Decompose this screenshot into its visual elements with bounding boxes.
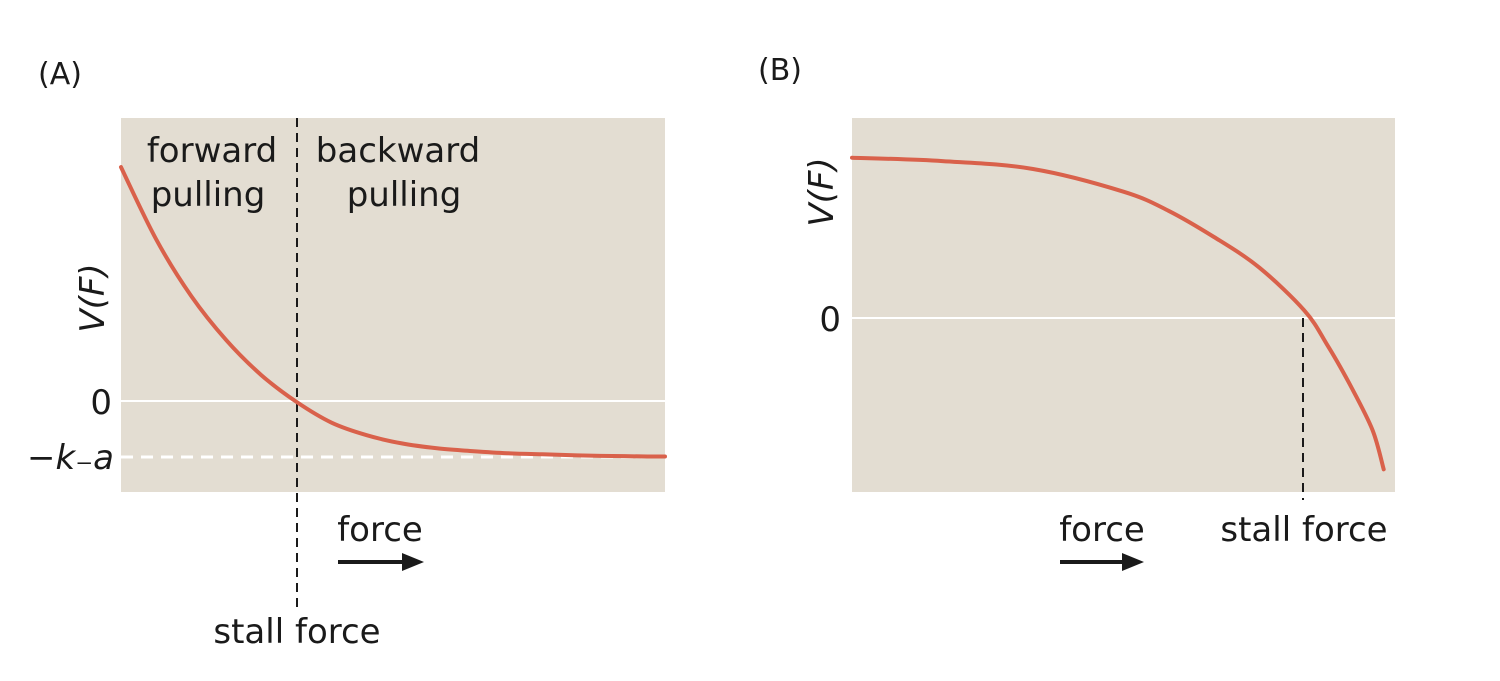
panel-b-stall-force-label: stall force (1220, 510, 1387, 550)
panel-a-plot-area (121, 118, 665, 492)
panel-a-label: (A) (38, 57, 82, 92)
panel-b-y-axis-label: V(F) (802, 157, 842, 226)
panel-b-force-arrow (1060, 553, 1144, 571)
panel-a-y-axis-label: V(F) (73, 263, 113, 332)
panel-a-force-arrow (338, 553, 424, 571)
panel-a-region-forward-line2: pulling (151, 175, 266, 215)
panel-a-curve (119, 165, 667, 459)
panel-b-label: (B) (758, 53, 802, 88)
panel-a-region-forward-line1: forward (147, 131, 277, 171)
panel-a-stall-force-label: stall force (213, 612, 380, 652)
panel-b-curve (850, 155, 1386, 472)
panel-a-x-axis-label: force (337, 510, 423, 550)
panel-a-region-backward-line2: pulling (347, 175, 462, 215)
panel-a-y-tick-zero: 0 (90, 383, 112, 423)
panel-a-y-tick-asymptote: −k₋a (27, 438, 114, 478)
panel-b: (B) V(F) 0 force stall force (758, 53, 1395, 571)
panel-a: (A) forward pulling backward pulling V(F… (27, 57, 667, 652)
panel-a-region-backward-line1: backward (316, 131, 480, 171)
panel-b-plot-area (852, 118, 1395, 492)
panel-b-y-tick-zero: 0 (819, 300, 841, 340)
panel-b-x-axis-label: force (1059, 510, 1145, 550)
